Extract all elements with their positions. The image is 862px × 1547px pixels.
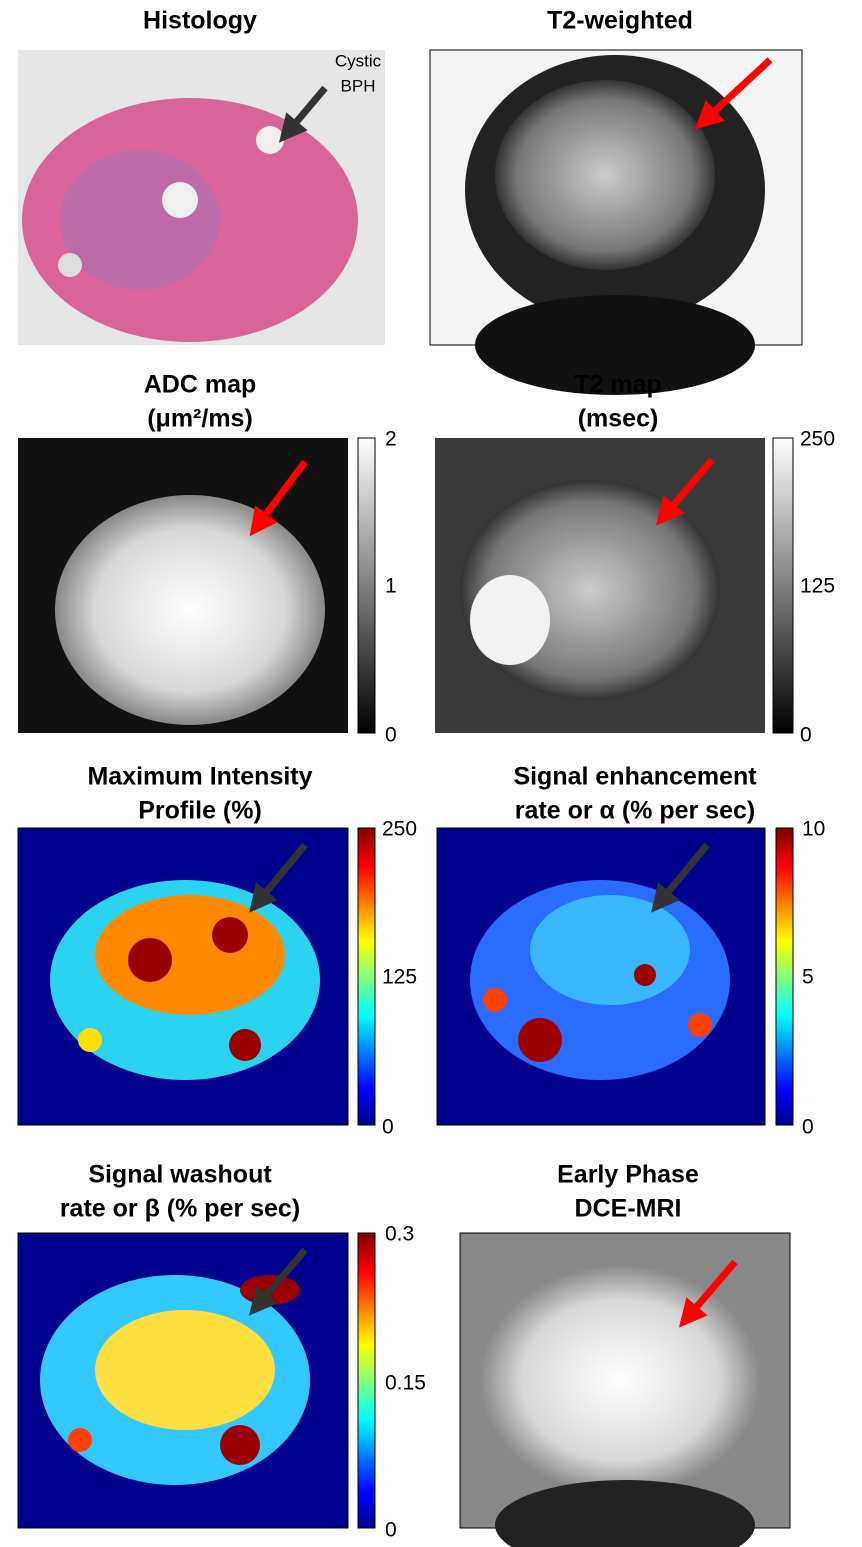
panel-dce: Early Phase DCE-MRI — [459, 1161, 791, 1547]
arrow — [249, 459, 308, 537]
tissue — [95, 895, 285, 1015]
panel-title: (μm²/ms) — [147, 405, 253, 433]
panel-title: Histology — [143, 7, 257, 35]
panel-title: (msec) — [578, 405, 659, 433]
panel-t2map: T2 map (msec) 250 125 0 — [435, 371, 835, 747]
arrow — [248, 1247, 308, 1316]
panel-title: rate or α (% per sec) — [515, 797, 755, 825]
panel-title: Early Phase — [557, 1161, 699, 1189]
arrow — [655, 457, 715, 526]
tissue — [60, 150, 220, 290]
cyst — [58, 253, 82, 277]
arrow — [694, 57, 773, 130]
annotation: BPH — [341, 76, 376, 95]
panel-title: DCE-MRI — [575, 1195, 682, 1223]
spot — [68, 1428, 92, 1452]
spot — [220, 1425, 260, 1465]
cyst — [162, 182, 198, 218]
arrow — [278, 85, 328, 143]
colorbar-tick: 125 — [382, 966, 417, 989]
tissue — [470, 575, 550, 665]
cyst — [256, 126, 284, 154]
spot — [634, 964, 656, 986]
colorbar — [357, 437, 376, 734]
panel-title: Signal enhancement — [513, 763, 757, 791]
spot — [78, 1028, 102, 1052]
tissue — [480, 1265, 760, 1495]
arrow — [678, 1259, 738, 1328]
colorbar — [775, 827, 794, 1126]
tissue — [530, 895, 690, 1005]
colorbar-tick: 250 — [800, 428, 835, 451]
colorbar-tick: 2 — [385, 428, 397, 451]
colorbar-tick: 0.15 — [385, 1372, 426, 1395]
panel-alpha: Signal enhancement rate or α (% per sec)… — [436, 763, 825, 1139]
panel-title: T2-weighted — [547, 7, 693, 35]
panel-title: T2 map — [574, 371, 662, 399]
colorbar-tick: 0.3 — [385, 1223, 414, 1246]
colorbar-tick: 10 — [802, 818, 825, 841]
colorbar-tick: 1 — [385, 575, 397, 598]
spot — [518, 1018, 562, 1062]
spot — [128, 938, 172, 982]
colorbar — [357, 827, 376, 1126]
colorbar-tick: 5 — [802, 966, 814, 989]
arrow — [249, 842, 308, 913]
tissue — [495, 1480, 755, 1547]
panel-title: Signal washout — [88, 1161, 272, 1189]
tissue — [55, 495, 325, 725]
panel-beta: Signal washout rate or β (% per sec) 0.3… — [17, 1161, 426, 1542]
colorbar — [772, 437, 794, 734]
panel-title: rate or β (% per sec) — [60, 1195, 300, 1223]
tissue — [95, 1310, 275, 1430]
arrow — [651, 842, 710, 913]
panel-t2w: T2-weighted — [429, 7, 803, 395]
panel-title: Maximum Intensity — [87, 763, 312, 791]
colorbar-tick: 0 — [382, 1116, 394, 1139]
spot — [229, 1029, 261, 1061]
tissue — [475, 295, 755, 395]
colorbar-tick: 0 — [802, 1116, 814, 1139]
tissue — [495, 80, 715, 270]
colorbar — [357, 1232, 376, 1529]
colorbar-tick: 0 — [385, 724, 397, 747]
spot — [212, 917, 248, 953]
spot — [483, 988, 507, 1012]
panel-adc: ADC map (μm²/ms) 2 1 0 — [18, 371, 397, 747]
panel-title: ADC map — [144, 371, 257, 399]
spot — [688, 1013, 712, 1037]
colorbar-tick: 0 — [385, 1519, 397, 1542]
panel-histology: Histology Cystic BPH — [18, 7, 385, 345]
colorbar-tick: 0 — [800, 724, 812, 747]
panel-title: Profile (%) — [138, 797, 262, 825]
colorbar-tick: 125 — [800, 575, 835, 598]
annotation: Cystic — [335, 51, 382, 70]
panel-mip: Maximum Intensity Profile (%) 250 125 0 — [17, 763, 417, 1139]
colorbar-tick: 250 — [382, 818, 417, 841]
